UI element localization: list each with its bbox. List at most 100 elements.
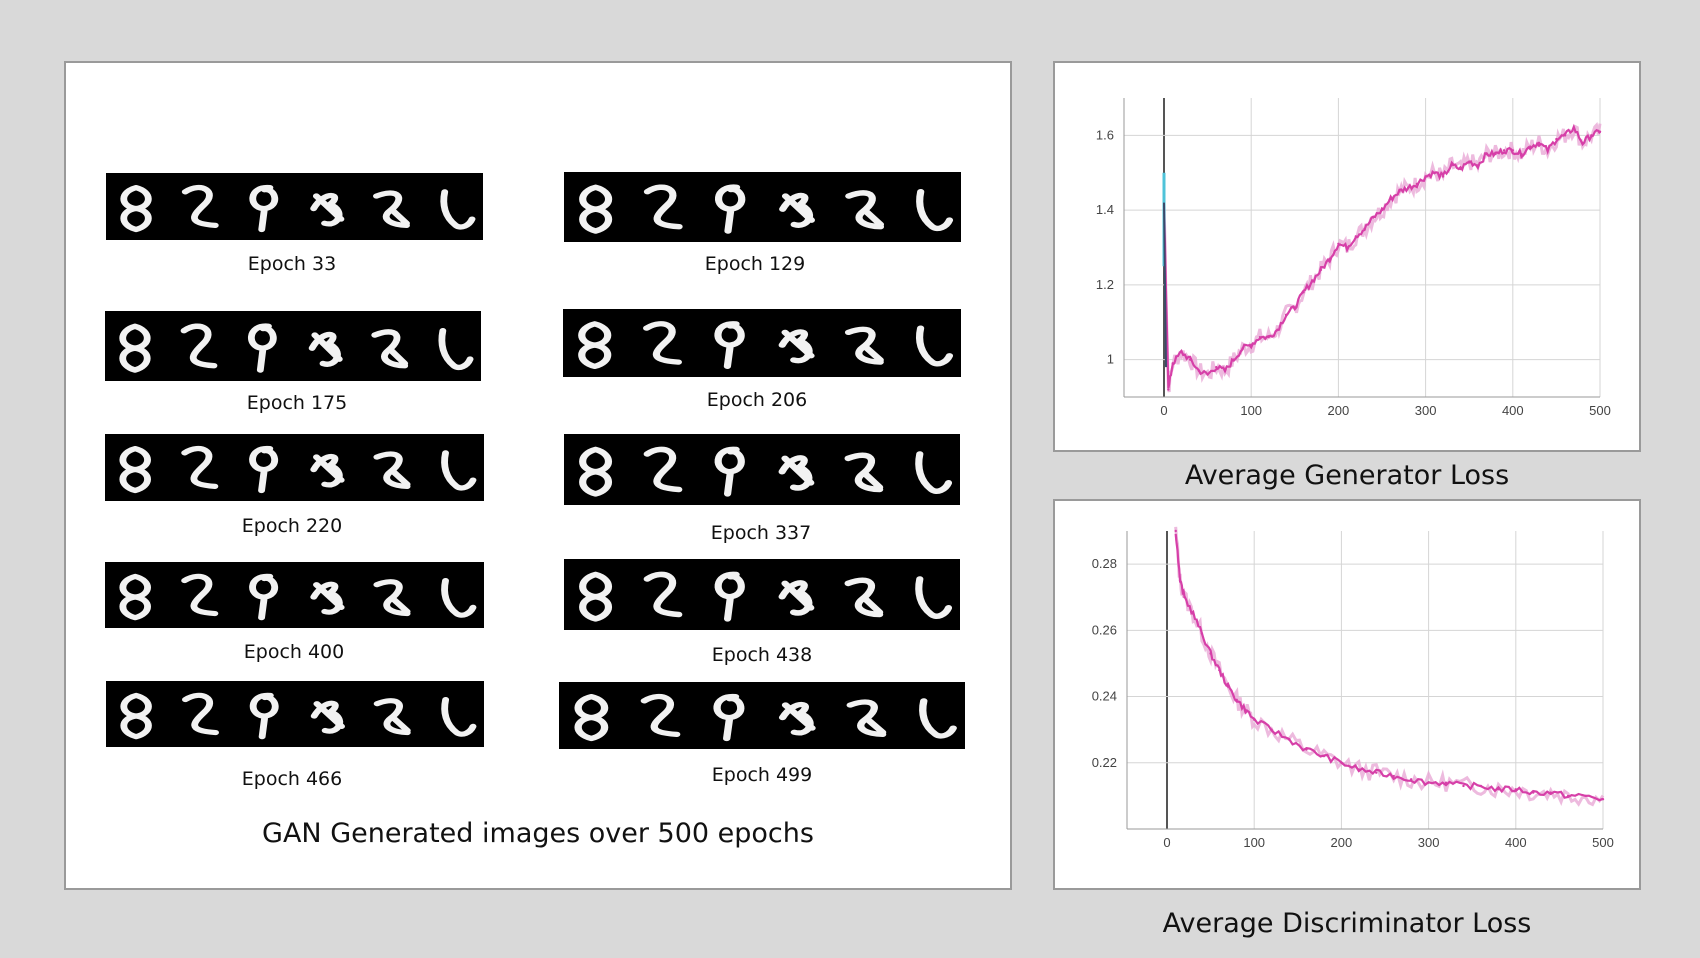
generated-digit — [441, 696, 477, 737]
generated-digit — [778, 329, 815, 364]
data-point — [1200, 632, 1204, 635]
epoch-image-strip — [564, 434, 960, 505]
data-point — [1206, 373, 1209, 376]
generated-digit — [249, 573, 279, 621]
data-point — [1372, 216, 1375, 219]
data-point — [1590, 134, 1593, 137]
y-tick-label: 1 — [1107, 352, 1114, 367]
epoch-image-strip — [564, 559, 960, 630]
generated-digit — [714, 321, 745, 370]
generated-digit — [579, 571, 613, 622]
y-tick-label: 0.24 — [1092, 689, 1117, 704]
generated-digit — [844, 326, 884, 365]
x-tick-label: 0 — [1160, 403, 1167, 418]
data-point — [1424, 175, 1427, 178]
data-point — [1337, 242, 1340, 245]
epoch-image-strip — [105, 434, 484, 501]
data-point — [1253, 718, 1256, 721]
data-point — [1270, 728, 1273, 731]
generated-digit — [373, 190, 410, 228]
generated-digit — [310, 453, 345, 488]
generated-digit — [308, 331, 343, 367]
y-tick-label: 1.6 — [1096, 127, 1114, 142]
data-point — [1375, 771, 1378, 774]
generated-digit — [578, 321, 612, 370]
data-point — [1218, 668, 1221, 672]
epoch-label: Epoch 400 — [243, 641, 345, 663]
discriminator-loss-caption: Average Discriminator Loss — [1162, 908, 1532, 939]
data-point — [1244, 708, 1247, 711]
data-point — [1459, 167, 1462, 171]
epoch-label: Epoch 220 — [241, 515, 343, 537]
data-point — [1232, 358, 1235, 361]
epoch-image-strip — [564, 172, 961, 242]
generated-digit — [844, 452, 884, 493]
data-point — [1584, 794, 1587, 798]
data-point — [1601, 798, 1605, 801]
data-point — [1476, 164, 1480, 167]
data-point — [1258, 336, 1262, 339]
data-point — [1311, 279, 1314, 283]
data-point — [1581, 141, 1584, 145]
generated-digit — [180, 323, 218, 369]
generated-digit — [915, 451, 953, 494]
data-point — [1191, 612, 1195, 615]
data-point — [1406, 186, 1410, 189]
generated-digit — [643, 321, 682, 365]
data-point — [1389, 197, 1392, 201]
epoch-label: Epoch 129 — [704, 253, 806, 275]
data-point — [1380, 208, 1384, 212]
generated-digit — [119, 323, 151, 373]
generated-digit — [643, 571, 683, 618]
x-tick-label: 200 — [1331, 835, 1353, 850]
generated-digit — [778, 580, 815, 616]
epoch-image-strip — [105, 562, 484, 628]
data-point — [1345, 246, 1349, 249]
data-point — [1183, 596, 1186, 599]
generated-digit — [248, 323, 277, 373]
generated-digit — [778, 701, 816, 736]
data-point — [1287, 738, 1291, 741]
data-point — [1354, 235, 1358, 238]
data-point — [1319, 268, 1323, 272]
generator-loss-chart: 0 100 200 300 400 500 1 1.2 1.4 1.6 — [1096, 98, 1611, 418]
y-tick-label: 0.28 — [1092, 556, 1117, 571]
generated-digit — [249, 446, 279, 494]
data-point — [1340, 761, 1343, 764]
x-tick-label: 400 — [1502, 403, 1524, 418]
generated-digit — [441, 577, 477, 618]
generated-digit — [181, 573, 219, 617]
generated-digit — [778, 455, 815, 491]
generated-digit — [844, 577, 884, 618]
data-point — [1302, 291, 1305, 294]
data-point — [1433, 171, 1436, 174]
generated-digit — [181, 446, 219, 489]
data-point — [1494, 152, 1497, 156]
epoch-label: Epoch 438 — [711, 644, 813, 666]
data-point — [1209, 652, 1212, 655]
epoch-label: Epoch 33 — [247, 253, 337, 275]
data-point — [1415, 182, 1419, 186]
data-point — [1171, 362, 1174, 365]
epoch-image-strip — [105, 311, 481, 381]
data-point — [1555, 137, 1558, 141]
data-point — [1514, 788, 1517, 791]
generated-digit — [119, 446, 151, 494]
start-drop-line — [1163, 202, 1167, 368]
generated-digit — [182, 692, 219, 736]
data-point — [1392, 774, 1395, 778]
epoch-label: Epoch 499 — [711, 764, 813, 786]
data-point — [1549, 791, 1552, 794]
data-point — [1284, 313, 1288, 316]
generated-digit — [574, 694, 609, 742]
data-point — [1427, 781, 1430, 784]
generated-digit — [715, 184, 746, 234]
discriminator-loss-panel: 0 100 200 300 400 500 0.22 0.24 0.26 0.28 — [1053, 499, 1641, 890]
x-tick-label: 300 — [1418, 835, 1440, 850]
data-point — [1537, 141, 1541, 145]
data-point — [1223, 369, 1227, 373]
epoch-image-strip — [559, 682, 965, 749]
data-point — [1462, 784, 1465, 788]
y-tick-label: 0.26 — [1092, 622, 1117, 637]
y-tick-label: 0.22 — [1092, 755, 1117, 770]
